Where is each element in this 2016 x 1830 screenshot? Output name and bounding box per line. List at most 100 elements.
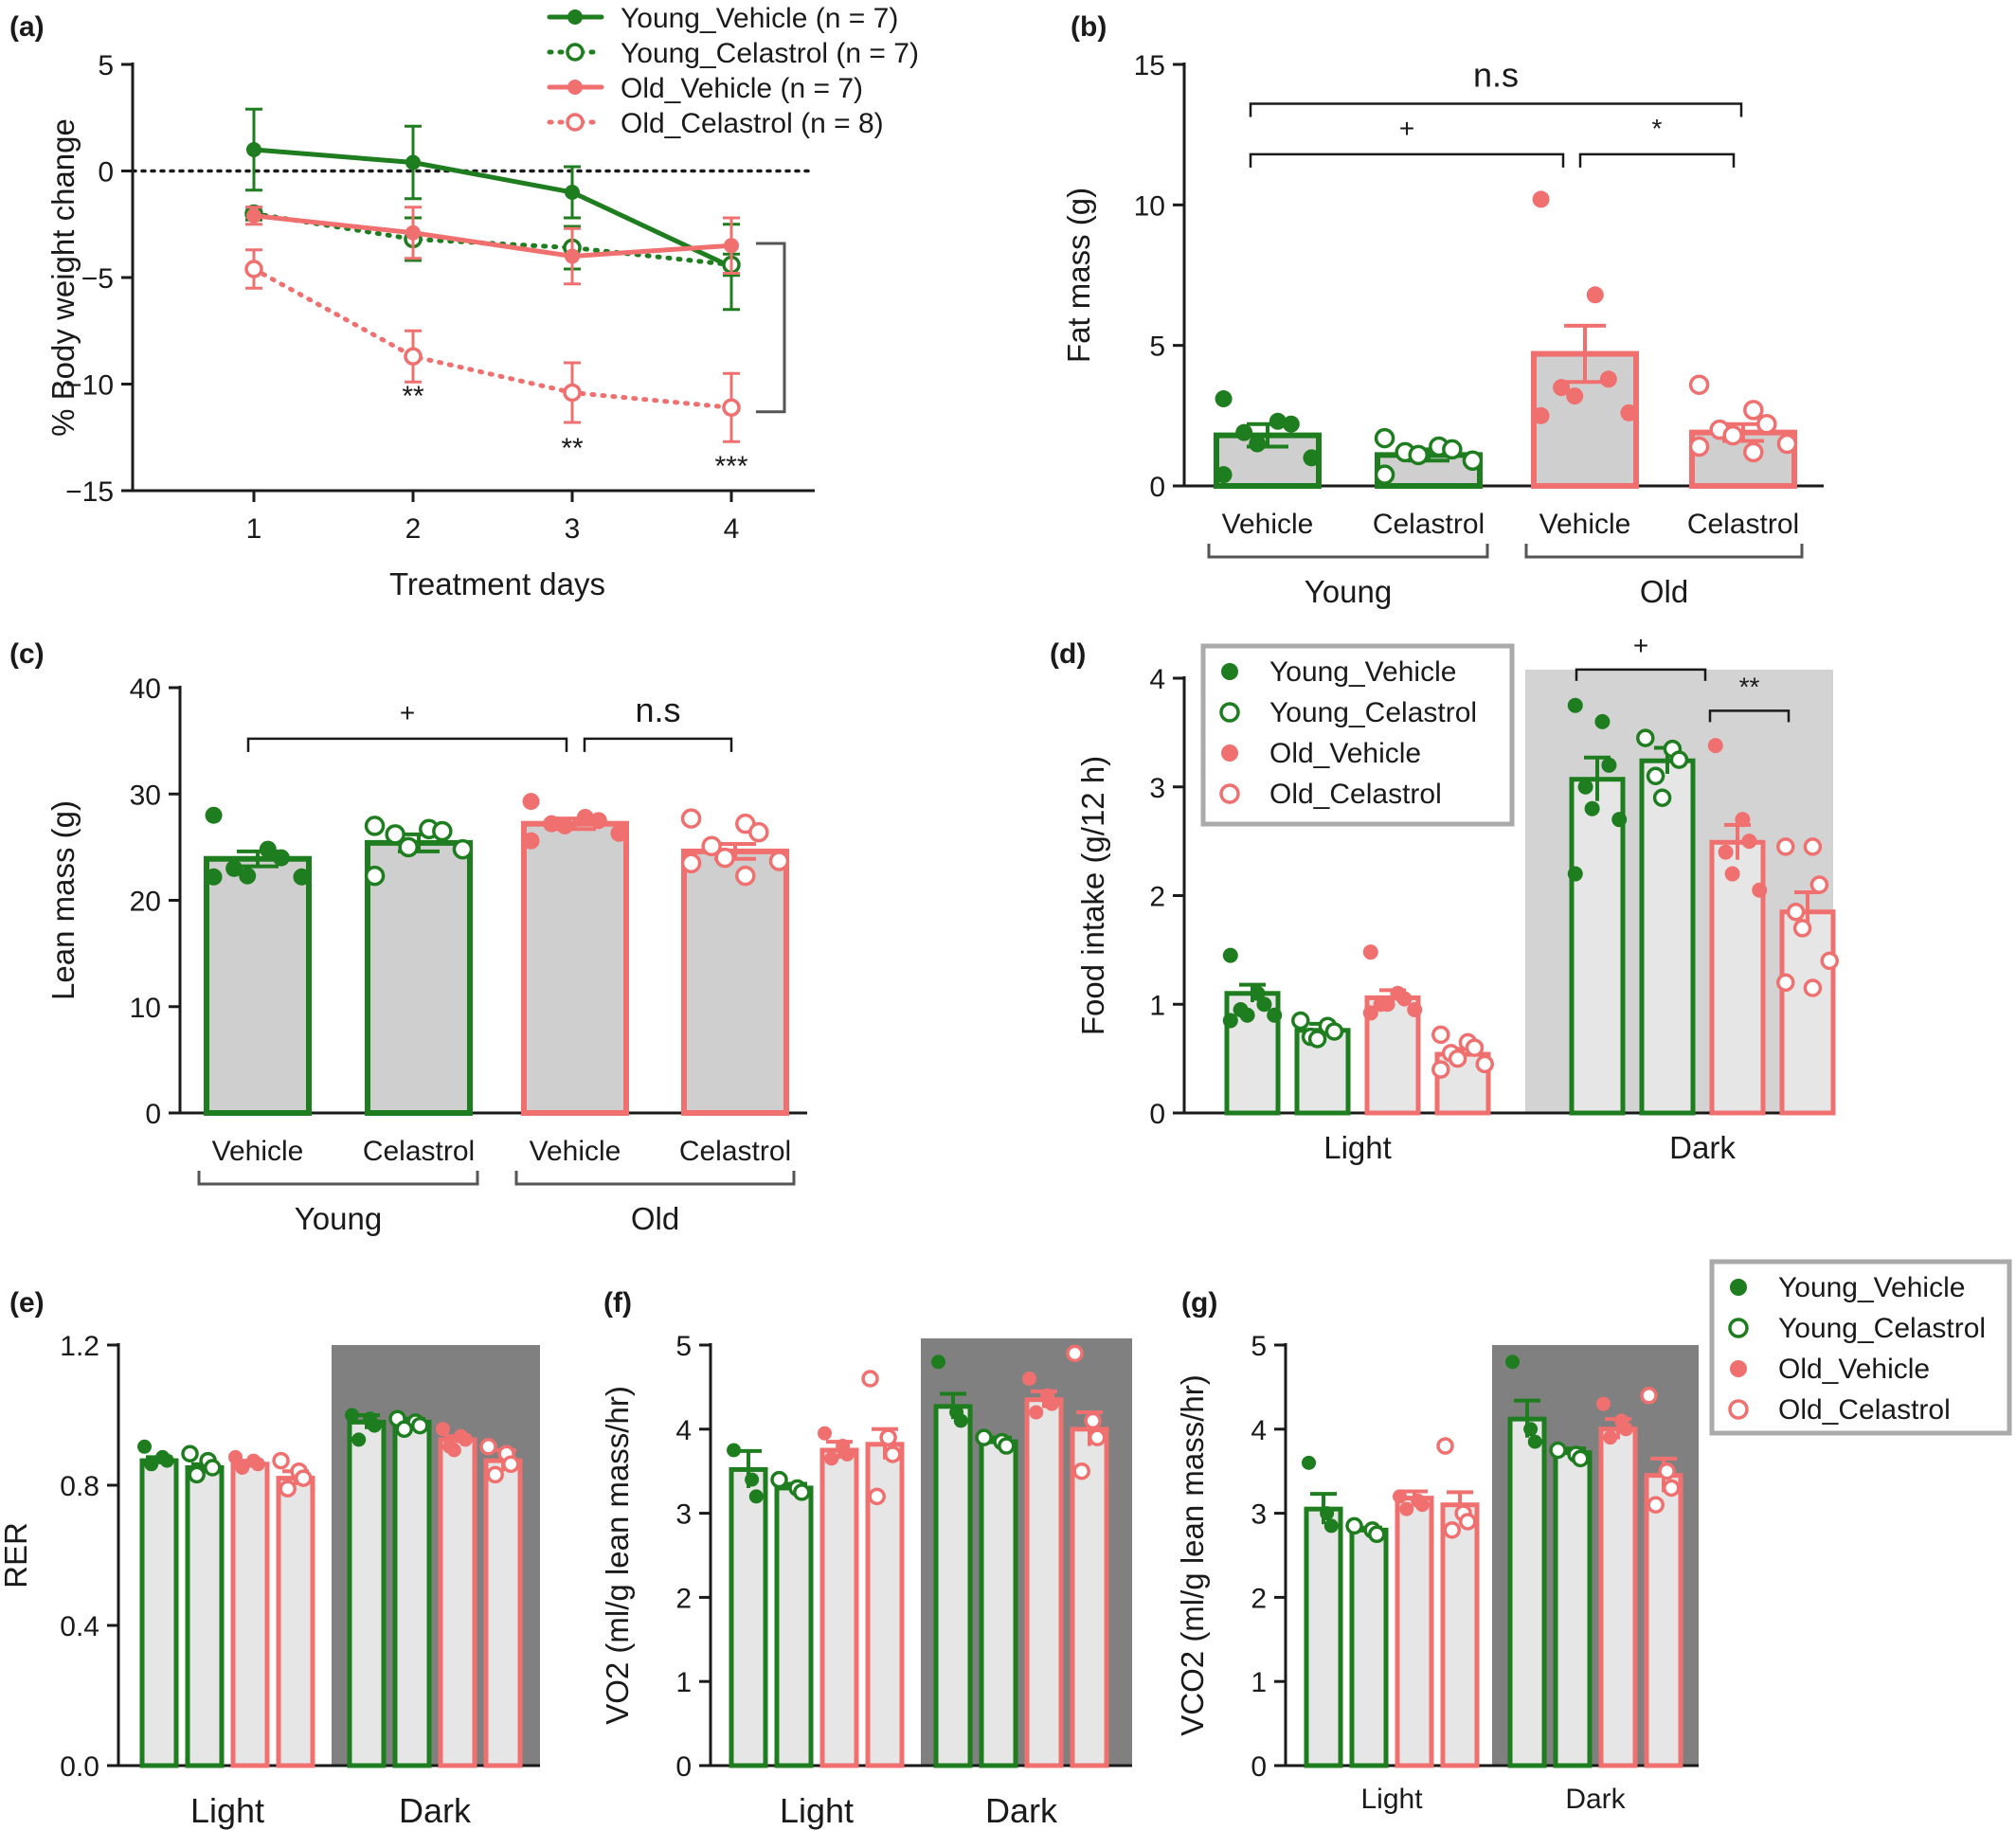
data-point — [1688, 436, 1710, 458]
data-point — [861, 1370, 879, 1388]
y-tick-label: 1 — [1149, 990, 1165, 1021]
group-label: Old — [1640, 574, 1688, 609]
data-point — [543, 815, 561, 833]
y-axis-label: Lean mass (g) — [45, 800, 81, 1000]
data-point — [953, 1413, 968, 1428]
panel-f: (f) 0 1 2 3 4 5 VO2 (ml/g lean mass/hr) Light Dar… — [600, 1287, 1132, 1830]
data-point — [522, 793, 540, 811]
group-bracket — [1207, 544, 1489, 559]
data-point — [1436, 1437, 1454, 1455]
data-point — [1722, 424, 1743, 446]
y-tick-label: 10 — [1134, 190, 1165, 222]
legend-entry: Old_Celastrol — [1778, 1394, 1951, 1426]
data-point — [246, 207, 261, 224]
data-point — [235, 1461, 250, 1475]
legend-entry: Young_Vehicle (n = 7) — [621, 3, 898, 34]
x-category-label: Dark — [985, 1791, 1058, 1830]
data-point — [1523, 1422, 1539, 1437]
bar — [1639, 758, 1696, 1116]
data-point — [1741, 834, 1757, 850]
comparison-bracket — [246, 737, 568, 752]
y-tick-label: −5 — [81, 263, 114, 295]
legend-entry: Young_Vehicle — [1269, 656, 1456, 688]
data-point — [1566, 387, 1584, 405]
data-point — [1596, 1396, 1611, 1411]
data-point — [137, 1439, 153, 1454]
data-point — [1724, 866, 1740, 882]
data-point — [486, 1465, 504, 1484]
data-point — [1553, 379, 1571, 397]
x-axis-label: Treatment days — [389, 566, 605, 601]
legend-box — [1200, 643, 1515, 827]
data-point — [411, 1416, 429, 1435]
data-point — [931, 1355, 946, 1370]
bar — [1507, 1416, 1547, 1768]
data-point — [565, 248, 580, 264]
data-point — [1646, 766, 1665, 786]
data-point — [225, 859, 243, 877]
data-point — [1431, 1060, 1450, 1079]
data-point — [244, 260, 263, 278]
y-tick-label: 3 — [1251, 1499, 1267, 1531]
data-point — [345, 1408, 360, 1423]
data-point — [204, 1459, 222, 1477]
data-point — [205, 806, 223, 824]
bar — [392, 1419, 432, 1768]
data-point — [395, 1420, 413, 1439]
data-point — [565, 185, 580, 200]
panel-label: (c) — [9, 638, 45, 670]
significance-annotation: n.s — [1473, 56, 1519, 95]
data-point — [432, 820, 453, 842]
group-label: Old — [631, 1201, 679, 1236]
x-category-label: Light — [1323, 1130, 1392, 1165]
data-point — [1652, 788, 1672, 807]
data-point — [1599, 370, 1617, 388]
x-tick-label: Celastrol — [1373, 509, 1485, 540]
y-tick-label: 2 — [1251, 1583, 1267, 1614]
panel-e: (e) 0.0 0.4 0.8 1.2 RER Light Dark — [0, 1287, 540, 1830]
data-point — [1459, 1513, 1477, 1531]
x-tick-label: Vehicle — [1539, 509, 1631, 540]
data-point — [1379, 996, 1395, 1013]
y-tick-label: 0 — [1149, 472, 1165, 503]
bar — [276, 1476, 315, 1768]
y-tick-label: 5 — [98, 50, 114, 81]
bar — [1024, 1397, 1064, 1768]
bar — [1304, 1506, 1343, 1768]
significance-annotation: * — [1652, 114, 1663, 143]
data-point — [351, 1432, 367, 1447]
legend-series-name: Old_Celastrol — [621, 108, 801, 139]
panel-label: (f) — [603, 1287, 632, 1319]
comparison-bracket — [1708, 709, 1791, 723]
bar — [1569, 777, 1626, 1116]
data-point — [1756, 413, 1777, 435]
data-point — [998, 1437, 1016, 1455]
bar — [681, 848, 789, 1116]
data-point — [1743, 400, 1764, 421]
group-label: Young — [295, 1201, 382, 1236]
bar — [1440, 1502, 1480, 1768]
data-point — [1820, 951, 1839, 971]
legend-marker — [566, 113, 585, 132]
y-tick-label: 0 — [675, 1751, 692, 1783]
data-point — [839, 1446, 855, 1462]
y-tick-label: 1 — [1251, 1667, 1267, 1698]
legend-n: (n = 7) — [816, 3, 899, 34]
y-tick-label: 1.2 — [60, 1331, 99, 1362]
data-point — [1303, 449, 1321, 467]
data-point — [1044, 1396, 1059, 1411]
bar — [1553, 1450, 1593, 1768]
y-tick-label: 5 — [675, 1331, 692, 1362]
y-tick-label: 0 — [98, 157, 114, 188]
y-tick-label: 1 — [675, 1667, 692, 1698]
data-point — [1735, 812, 1751, 828]
data-point — [1362, 944, 1378, 960]
data-point — [367, 1418, 382, 1433]
data-point — [1089, 1428, 1107, 1446]
legend-series-name: Old_Vehicle — [621, 73, 780, 104]
data-point — [1239, 1007, 1255, 1023]
data-point — [205, 868, 223, 886]
significance-annotation: + — [400, 698, 415, 727]
data-point — [556, 816, 574, 834]
legend-marker — [1728, 1399, 1749, 1420]
